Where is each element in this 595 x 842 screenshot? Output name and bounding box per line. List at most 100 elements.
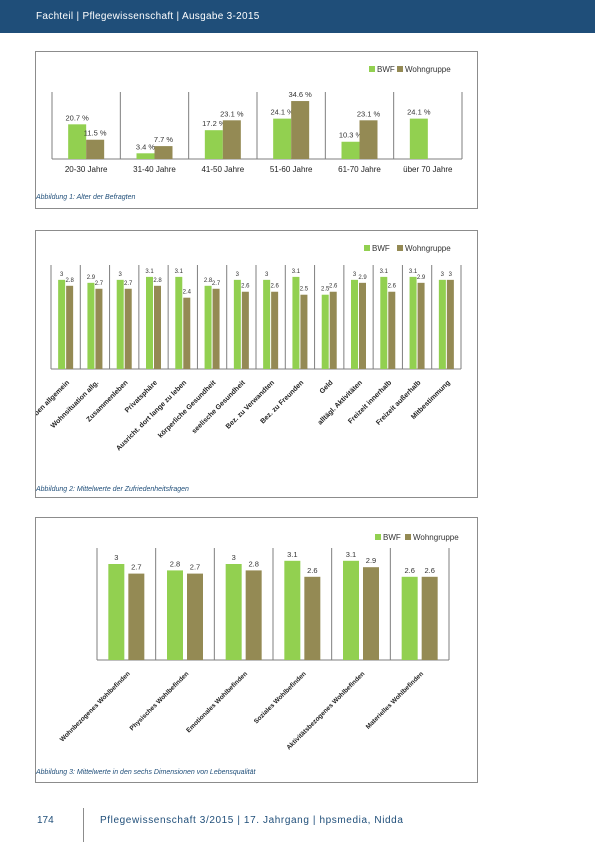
- bar-bwf: [146, 276, 153, 369]
- bar-bwf: [58, 279, 66, 369]
- bar-wohngruppe: [212, 288, 220, 369]
- x-tick-label: Bez. zu Verwandten: [225, 379, 276, 430]
- bar-wohngruppe: [359, 120, 378, 159]
- bar-wohngruppe: [187, 573, 203, 660]
- data-label: 2.9: [366, 556, 376, 565]
- bar-wohngruppe: [300, 294, 308, 369]
- bar-wohngruppe: [388, 291, 396, 369]
- data-label: 3.1: [292, 269, 301, 275]
- legend-swatch-0: [364, 245, 370, 251]
- data-label: 20.7 %: [65, 113, 89, 122]
- data-label: 2.7: [95, 281, 104, 287]
- legend-swatch-0: [369, 66, 375, 72]
- data-label: 2.8: [65, 278, 74, 284]
- data-label: 3.1: [175, 269, 184, 275]
- x-tick-label: Geld: [319, 379, 335, 395]
- data-label: 2.8: [170, 559, 180, 568]
- data-label: 3.1: [380, 269, 389, 275]
- bar-wohngruppe: [154, 146, 173, 159]
- x-tick-label: 20-30 Jahre: [65, 165, 108, 174]
- bar-bwf: [68, 124, 87, 159]
- data-label: 3: [265, 272, 269, 278]
- bar-wohngruppe: [271, 291, 279, 369]
- bar-wohngruppe: [86, 139, 105, 159]
- data-label: 3.1: [409, 269, 418, 275]
- chart-dimensions-svg: BWF Wohngruppe 3 2.7 Wohnbezogenes Wohlbefin…: [59, 533, 459, 751]
- x-tick-label: Soziales Wohlbefinden: [253, 670, 308, 725]
- x-tick-label: 51-60 Jahre: [270, 165, 313, 174]
- bar-wohngruppe: [222, 120, 241, 159]
- bar-bwf: [292, 276, 300, 369]
- data-label: 3: [232, 553, 236, 562]
- data-label: 3: [60, 272, 64, 278]
- bar-bwf: [401, 576, 418, 660]
- bar-bwf: [380, 276, 388, 369]
- data-label: 2.8: [248, 559, 258, 568]
- bar-bwf: [136, 153, 155, 159]
- bar-bwf: [343, 560, 359, 660]
- data-label: 34.6 %: [288, 90, 312, 99]
- chart-age-svg: BWF Wohngruppe 20.7 % 11.5 % 20-30 Jahre 3.4 …: [51, 65, 463, 174]
- bar-wohngruppe: [245, 570, 262, 660]
- legend-label-0: BWF: [377, 65, 395, 74]
- data-label: 2.7: [212, 281, 221, 287]
- bar-wohngruppe: [359, 282, 366, 369]
- bar-bwf: [167, 570, 183, 660]
- bar-bwf: [108, 564, 125, 660]
- bar-bwf: [409, 118, 428, 159]
- header-text: Fachteil | Pflegewissenschaft | Ausgabe …: [36, 11, 260, 22]
- footer-text: Pflegewissenschaft 3/2015 | 17. Jahrgang…: [100, 815, 404, 826]
- data-label: 7.7 %: [154, 135, 174, 144]
- legend-label-1: Wohngruppe: [405, 244, 451, 253]
- x-tick-label: Emotionales Wohlbefinden: [185, 670, 249, 734]
- x-tick-label: Wohnbezogenes Wohlbefinden: [59, 670, 132, 743]
- bar-bwf: [273, 118, 292, 159]
- data-label: 2.6: [424, 566, 434, 575]
- x-tick-label: körperliche Gesundheit: [157, 379, 218, 440]
- data-label: 3.4 %: [136, 142, 156, 151]
- bar-bwf: [438, 279, 446, 369]
- data-label: 3.1: [346, 550, 356, 559]
- legend-swatch-1: [397, 245, 403, 251]
- x-tick-label: seelische Gesundheit: [191, 379, 247, 435]
- x-tick-label: Physisches Wohlbefinden: [129, 670, 191, 732]
- bar-wohngruppe: [241, 291, 249, 369]
- x-tick-label: 31-40 Jahre: [133, 165, 176, 174]
- data-label: 3: [353, 272, 357, 278]
- bar-bwf: [263, 279, 271, 369]
- bar-wohngruppe: [304, 576, 321, 660]
- data-label: 2.5: [321, 287, 330, 293]
- bar-bwf: [116, 279, 124, 369]
- bar-wohngruppe: [363, 567, 379, 660]
- bar-wohngruppe: [183, 297, 191, 369]
- legend-label-1: Wohngruppe: [405, 65, 451, 74]
- x-tick-label: 61-70 Jahre: [338, 165, 381, 174]
- legend-swatch-1: [405, 534, 411, 540]
- data-label: 3.1: [145, 269, 154, 275]
- bar-bwf: [87, 282, 95, 369]
- bar-wohngruppe: [128, 573, 145, 660]
- data-label: 17.2 %: [202, 119, 226, 128]
- chart-satisfaction: BWF Wohngruppe 3 2.8 Leben allgemein 2.9 2.7 Wo…: [35, 230, 478, 498]
- data-label: 2.6: [388, 284, 397, 290]
- legend-swatch-0: [375, 534, 381, 540]
- data-label: 2.6: [329, 284, 338, 290]
- bar-bwf: [225, 564, 242, 660]
- caption-chart-3: Abbildung 3: Mittelwerte in den sechs Di…: [36, 769, 256, 776]
- x-tick-label: über 70 Jahre: [403, 165, 453, 174]
- data-label: 2.9: [87, 275, 96, 281]
- bar-wohngruppe: [446, 279, 454, 369]
- data-label: 2.6: [404, 566, 414, 575]
- bar-bwf: [321, 294, 329, 369]
- bar-wohngruppe: [124, 288, 132, 369]
- bar-wohngruppe: [291, 101, 310, 159]
- chart-age: BWF Wohngruppe 20.7 % 11.5 % 20-30 Jahre 3.4 …: [35, 51, 478, 209]
- legend-label-0: BWF: [372, 244, 390, 253]
- data-label: 23.1 %: [357, 109, 381, 118]
- data-label: 2.6: [270, 284, 279, 290]
- data-label: 11.5 %: [84, 129, 107, 138]
- data-label: 2.8: [153, 278, 162, 284]
- caption-chart-2: Abbildung 2: Mittelwerte der Zufriedenhe…: [36, 486, 189, 493]
- bar-bwf: [175, 276, 183, 369]
